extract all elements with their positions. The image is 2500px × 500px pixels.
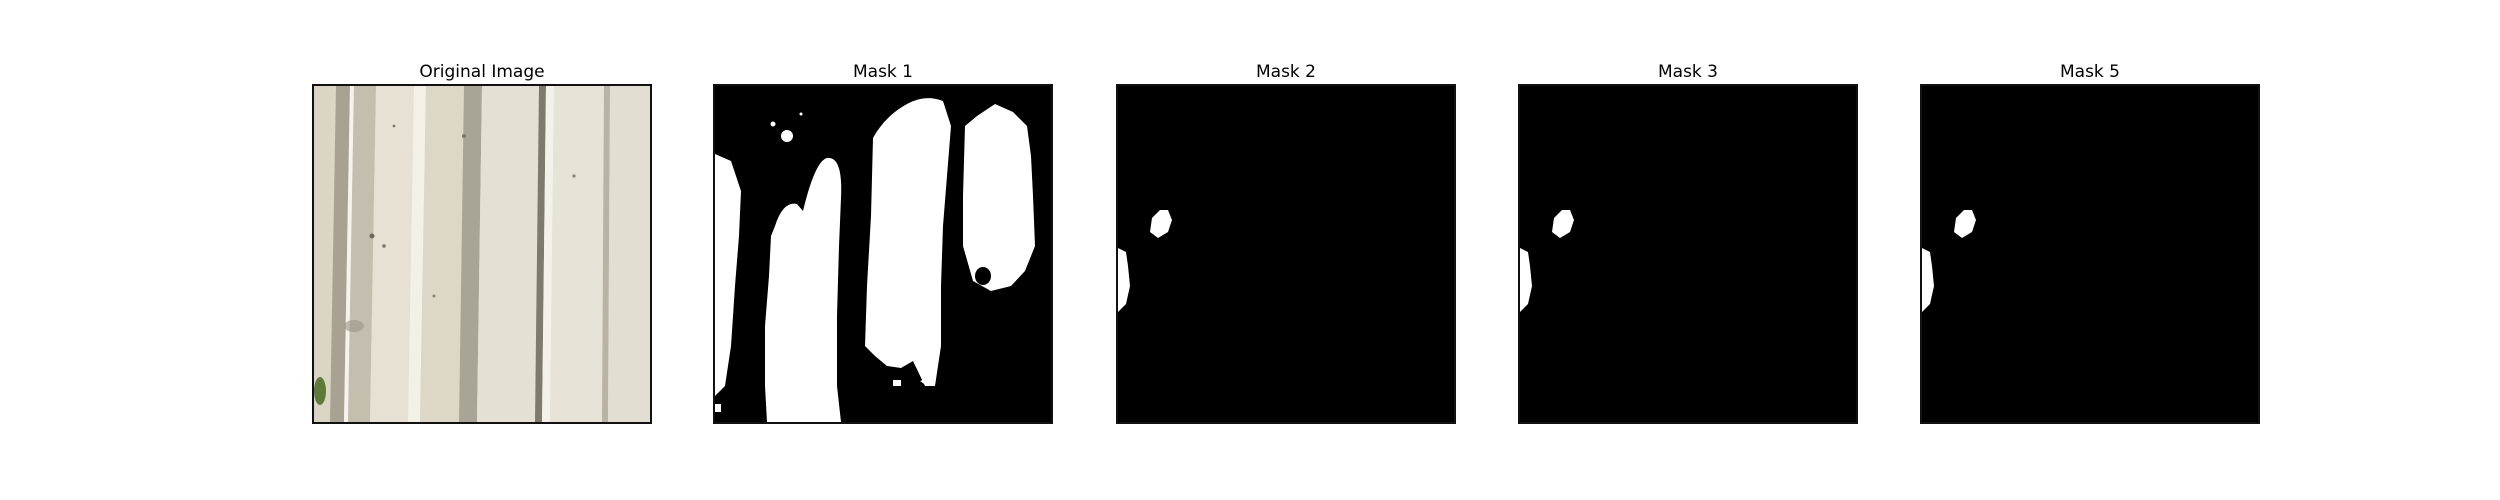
mask-5-image [1920, 84, 2260, 424]
mask-2-panel: Mask 2 [1116, 60, 1456, 424]
panel-title-original: Original Image [419, 62, 545, 82]
original-image-panel: Original Image [312, 60, 652, 424]
mask-3-image [1518, 84, 1858, 424]
mask-3-panel: Mask 3 [1518, 60, 1858, 424]
panel-title-mask-3: Mask 3 [1657, 62, 1718, 82]
panel-title-mask-2: Mask 2 [1255, 62, 1316, 82]
original-photo-illustration [314, 86, 650, 422]
mask-1-image [713, 84, 1053, 424]
mask-2-shapes [1118, 86, 1454, 422]
original-image [312, 84, 652, 424]
mask-1-panel: Mask 1 [713, 60, 1053, 424]
panel-title-mask-1: Mask 1 [852, 62, 913, 82]
mask-2-image [1116, 84, 1456, 424]
mask-1-shapes [715, 86, 1051, 422]
mask-5-shapes [1922, 86, 2258, 422]
mask-5-panel: Mask 5 [1920, 60, 2260, 424]
panel-title-mask-5: Mask 5 [2059, 62, 2120, 82]
mask-3-shapes [1520, 86, 1856, 422]
